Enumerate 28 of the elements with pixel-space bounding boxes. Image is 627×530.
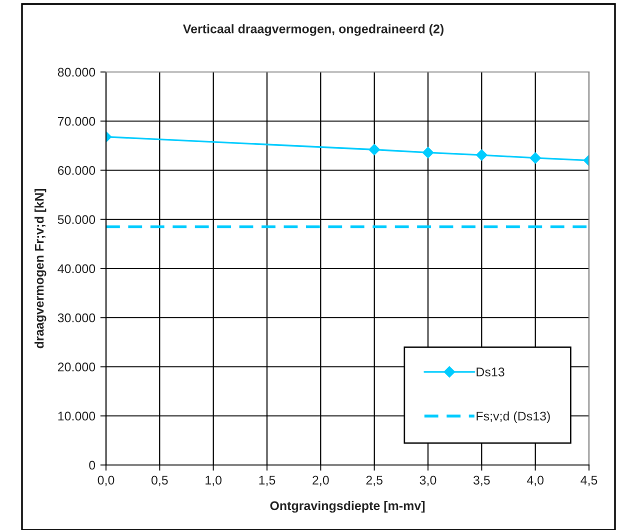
y-tick-label: 80.000 bbox=[58, 68, 96, 77]
y-tick-label: 40.000 bbox=[58, 264, 96, 274]
x-tick-label: 3,0 bbox=[420, 476, 436, 486]
y-tick-label: 50.000 bbox=[58, 215, 96, 224]
x-tick-label: 4,0 bbox=[526, 476, 544, 486]
x-axis-title: Ontgravingsdiepte [m-mv] bbox=[270, 500, 425, 513]
x-tick-label: 2,5 bbox=[366, 476, 382, 486]
x-tick-label: 2,0 bbox=[312, 476, 329, 486]
x-tick-label: 0,5 bbox=[151, 476, 168, 486]
y-tick-label: 0 bbox=[89, 460, 96, 470]
chart-title: Verticaal draagvermogen, ongedraineerd (2) bbox=[182, 24, 444, 36]
x-tick-label: 3,5 bbox=[473, 476, 490, 486]
y-tick-label: 60.000 bbox=[58, 166, 96, 175]
legend-label: Fs;v;d (Ds13) bbox=[476, 411, 550, 424]
y-tick-label: 10.000 bbox=[58, 412, 96, 421]
point bbox=[529, 152, 542, 164]
point bbox=[476, 149, 488, 161]
y-tick-label: 70.000 bbox=[58, 116, 96, 126]
legend-label: Ds13 bbox=[476, 368, 504, 376]
y-tick-label: 20.000 bbox=[58, 362, 96, 372]
y-tick-label: 30.000 bbox=[58, 313, 96, 322]
point bbox=[368, 144, 380, 156]
x-tick-label: 1,0 bbox=[206, 476, 222, 486]
y-axis-title: draagvermogen Fr;v;d [kN] bbox=[34, 188, 46, 348]
x-tick-label: 1,5 bbox=[259, 476, 276, 486]
point bbox=[422, 146, 434, 158]
x-tick-label: 0,0 bbox=[98, 476, 114, 486]
x-tick-label: 4,5 bbox=[580, 476, 598, 486]
